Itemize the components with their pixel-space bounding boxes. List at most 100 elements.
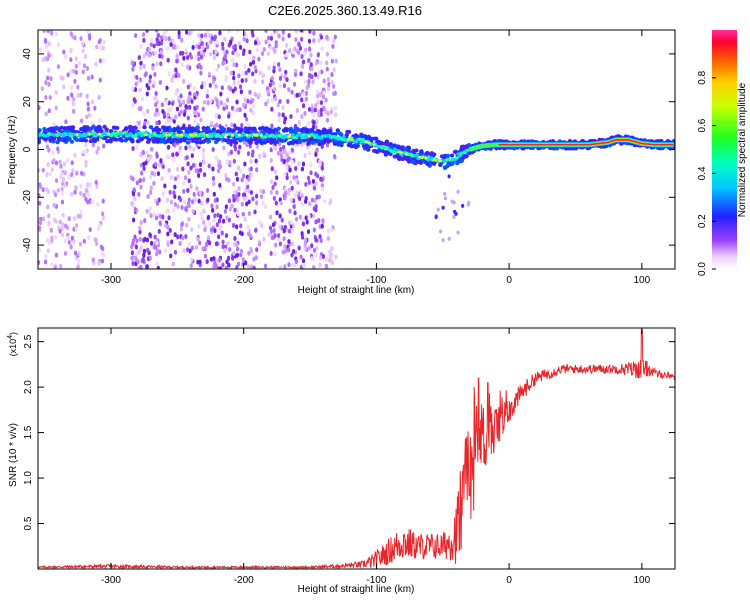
- spectrogram-noise-point: [246, 184, 250, 190]
- spectrogram-noise-point: [223, 208, 227, 214]
- spectrogram-noise-point: [332, 154, 337, 159]
- spectrogram-noise-point: [333, 34, 337, 40]
- spectrogram-noise-point: [309, 162, 313, 168]
- spectrogram-noise-point: [235, 99, 239, 105]
- spectrogram-noise-point: [292, 81, 297, 87]
- spectrogram-noise-point: [95, 149, 99, 155]
- spectrogram-noise-point: [94, 237, 98, 243]
- spectrogram-noise-point: [130, 60, 134, 66]
- spectrogram-noise-point: [142, 38, 146, 43]
- spectrogram-noise-point: [237, 41, 241, 47]
- spectrogram-noise-point: [325, 142, 330, 148]
- spectrogram-noise-point: [321, 186, 325, 192]
- spectrogram-noise-point: [62, 161, 67, 167]
- spectrogram-noise-point: [81, 69, 85, 75]
- spectrogram-noise-point: [220, 41, 225, 47]
- spectrogram-noise-point: [135, 180, 139, 186]
- spectrogram-noise-point: [212, 191, 216, 197]
- spectrogram-noise-point: [73, 153, 77, 158]
- spectrogram-noise-point: [208, 221, 212, 227]
- spectrogram-noise-point: [164, 30, 168, 34]
- spectrogram-noise-point: [258, 70, 262, 76]
- spectrogram-noise-point: [230, 203, 234, 209]
- spectrogram-noise-point: [203, 245, 208, 251]
- spectrogram-band-point: [464, 144, 469, 149]
- top-y-tick-label: 40: [22, 48, 33, 60]
- spectrogram-band-point: [95, 137, 100, 142]
- spectrogram-noise-point: [184, 175, 188, 181]
- spectrogram-noise-point: [227, 262, 231, 268]
- spectrogram-noise-point: [209, 39, 213, 45]
- spectrogram-noise-point: [50, 167, 54, 172]
- spectrogram-noise-point: [238, 144, 242, 150]
- spectrogram-noise-point: [180, 222, 184, 228]
- spectrogram-peak-point: [420, 156, 425, 160]
- spectrogram-ridge-point: [391, 150, 396, 154]
- spectrogram-noise-point: [136, 259, 140, 265]
- spectrogram-noise-point: [149, 185, 153, 191]
- spectrogram-noise-point: [326, 228, 331, 234]
- spectrogram-noise-point: [46, 30, 50, 34]
- spectrogram-noise-point: [301, 234, 305, 240]
- spectrogram-band-point: [362, 134, 368, 139]
- spectrogram-noise-point: [102, 143, 106, 149]
- spectrogram-band-point: [402, 146, 408, 151]
- spectrogram-noise-point: [249, 166, 253, 172]
- spectrogram-noise-point: [47, 240, 51, 246]
- spectrogram-noise-point: [235, 246, 240, 252]
- spectrogram-noise-point: [140, 96, 144, 102]
- spectrogram-noise-point: [281, 112, 285, 118]
- spectrogram-noise-point: [186, 188, 190, 193]
- spectrogram-noise-point: [190, 227, 194, 232]
- spectrogram-ridge-point: [91, 131, 96, 135]
- bot-y-tick-label: 1.5: [23, 425, 34, 439]
- spectrogram-noise-point: [225, 49, 229, 55]
- spectrogram-noise-point: [144, 51, 149, 56]
- spectrogram-noise-point: [199, 54, 204, 60]
- spectrogram-noise-point: [140, 258, 144, 264]
- spectrogram-noise-point: [47, 81, 51, 87]
- spectrogram-noise-point: [161, 214, 165, 220]
- spectrogram-noise-point: [200, 215, 204, 221]
- spectrogram-noise-point: [44, 80, 48, 86]
- spectrogram-noise-point: [132, 187, 136, 193]
- spectrogram-noise-point: [47, 147, 51, 153]
- spectrogram-noise-point: [208, 83, 212, 88]
- spectrogram-noise-point: [295, 92, 299, 98]
- spectrogram-noise-point: [214, 114, 219, 120]
- spectrogram-ridge-point: [298, 133, 303, 137]
- spectrogram-noise-point: [236, 30, 240, 33]
- spectrogram-noise-point: [231, 50, 235, 56]
- spectrogram-band-point: [325, 137, 330, 142]
- spectrogram-noise-point: [259, 188, 263, 194]
- spectrogram-noise-point: [53, 192, 58, 198]
- spectrogram-noise-point: [307, 214, 311, 219]
- spectrogram-noise-point: [171, 39, 175, 45]
- spectrogram-noise-point: [300, 202, 304, 207]
- spectrogram-noise-point: [61, 176, 66, 182]
- spectrogram-noise-point: [46, 204, 50, 210]
- spectrogram-noise-point: [315, 89, 320, 95]
- spectrogram-noise-point: [307, 150, 312, 156]
- spectrogram-noise-point: [60, 232, 65, 238]
- spectrogram-noise-point: [245, 142, 249, 148]
- spectrogram-noise-point: [317, 69, 321, 75]
- bot-y-tick-label: 2.0: [23, 380, 34, 394]
- spectrogram-noise-point: [203, 227, 207, 232]
- spectrogram-noise-point: [142, 248, 147, 254]
- spectrogram-noise-point: [163, 248, 168, 253]
- spectrogram-noise-point: [253, 91, 257, 97]
- spectrogram-noise-point: [208, 51, 213, 57]
- spectrogram-noise-point: [63, 182, 67, 188]
- spectrogram-noise-point: [275, 210, 279, 216]
- spectrogram-noise-point: [214, 155, 218, 161]
- spectrogram-noise-point: [180, 205, 184, 210]
- spectrogram-noise-point: [56, 42, 61, 48]
- spectrogram-noise-point: [235, 207, 239, 213]
- spectrogram-noise-point: [166, 46, 170, 51]
- spectrogram-noise-point: [218, 266, 223, 269]
- spectrogram-noise-point: [84, 159, 88, 165]
- spectrogram-noise-point: [261, 200, 265, 206]
- spectrogram-noise-point: [214, 49, 218, 55]
